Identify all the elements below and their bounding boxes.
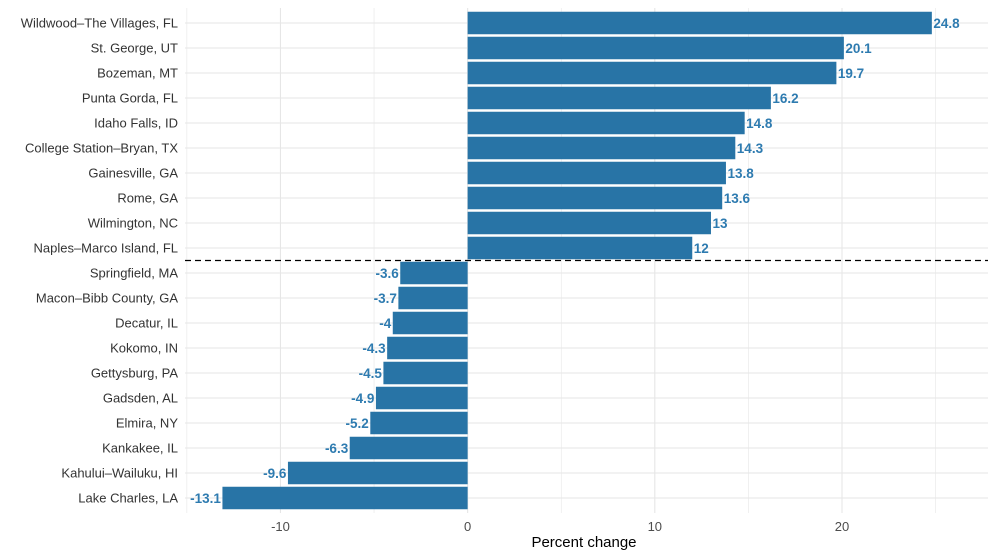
bar: [287, 461, 468, 485]
bar: [467, 36, 844, 60]
category-label: Gadsden, AL: [103, 391, 178, 406]
bar: [467, 61, 837, 85]
category-labels: Wildwood–The Villages, FL St. George, UT B…: [21, 16, 179, 506]
bar: [400, 261, 468, 285]
category-label: Springfield, MA: [90, 266, 178, 281]
category-label: Lake Charles, LA: [78, 491, 178, 506]
bars: [222, 11, 932, 510]
value-label: 20.1: [845, 41, 872, 56]
bar: [467, 136, 736, 160]
bar: [383, 361, 468, 385]
category-label: Bozeman, MT: [97, 66, 178, 81]
value-label: -9.6: [263, 466, 287, 481]
category-label: Kankakee, IL: [102, 441, 178, 456]
value-label: -13.1: [190, 491, 221, 506]
category-label: Elmira, NY: [116, 416, 178, 431]
category-label: College Station–Bryan, TX: [25, 141, 178, 156]
value-label: 24.8: [933, 16, 960, 31]
value-label: 14.3: [737, 141, 764, 156]
category-label: Naples–Marco Island, FL: [33, 241, 178, 256]
x-tick-label: 20: [835, 519, 849, 534]
x-axis-title: Percent change: [531, 534, 636, 551]
category-label: Gainesville, GA: [88, 166, 178, 181]
bar: [387, 336, 468, 360]
category-label: Gettysburg, PA: [91, 366, 179, 381]
value-label: -5.2: [346, 416, 369, 431]
category-label: Wilmington, NC: [88, 216, 178, 231]
value-label: 13.6: [724, 191, 751, 206]
value-label: 14.8: [746, 116, 773, 131]
category-label: Macon–Bibb County, GA: [36, 291, 178, 306]
x-tick-label: 0: [464, 519, 471, 534]
category-label: St. George, UT: [91, 41, 178, 56]
bar: [467, 211, 711, 235]
category-label: Rome, GA: [117, 191, 178, 206]
bar: [467, 11, 932, 35]
value-label: 13.8: [727, 166, 754, 181]
category-label: Decatur, IL: [115, 316, 178, 331]
bar: [375, 386, 468, 410]
category-label: Kahului–Wailuku, HI: [61, 466, 178, 481]
value-label: 13: [712, 216, 728, 231]
bar: [467, 186, 723, 210]
x-tick-labels: -10 0 10 20: [271, 519, 849, 534]
x-tick-label: 10: [648, 519, 662, 534]
value-label: 16.2: [772, 91, 798, 106]
bar: [467, 161, 726, 185]
bar: [398, 286, 468, 310]
bar: [467, 236, 693, 260]
value-label: -3.7: [374, 291, 397, 306]
value-label: -4.3: [362, 341, 386, 356]
bar: [392, 311, 468, 335]
bar: [467, 111, 745, 135]
category-label: Idaho Falls, ID: [94, 116, 178, 131]
value-label: -4.9: [351, 391, 374, 406]
bar: [467, 86, 771, 110]
value-label: -6.3: [325, 441, 349, 456]
bar: [349, 436, 468, 460]
value-label: -4: [379, 316, 391, 331]
value-label: -3.6: [375, 266, 399, 281]
value-label: 12: [694, 241, 709, 256]
category-label: Kokomo, IN: [110, 341, 178, 356]
category-label: Punta Gorda, FL: [82, 91, 178, 106]
x-tick-label: -10: [271, 519, 290, 534]
bar: [222, 486, 468, 510]
category-label: Wildwood–The Villages, FL: [21, 16, 178, 31]
bar: [370, 411, 468, 435]
value-label: -4.5: [359, 366, 383, 381]
value-label: 19.7: [838, 66, 864, 81]
